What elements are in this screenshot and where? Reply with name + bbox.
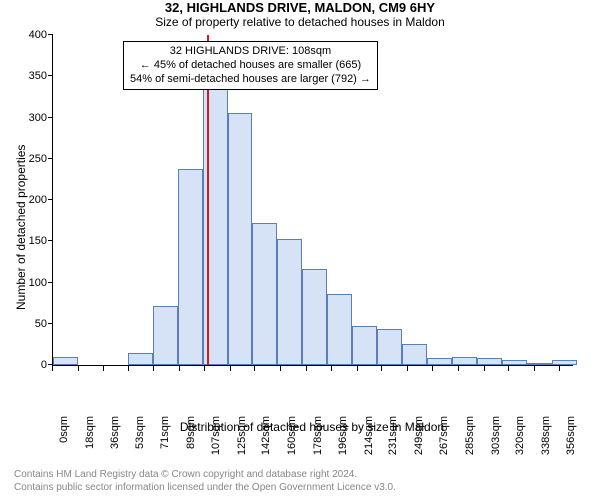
histogram-bar — [53, 357, 78, 365]
chart-container: 32, HIGHLANDS DRIVE, MALDON, CM9 6HY Siz… — [0, 0, 600, 500]
annotation-line: 54% of semi-detached houses are larger (… — [130, 73, 371, 87]
x-tick-mark — [78, 366, 79, 371]
histogram-bar — [228, 113, 253, 365]
x-tick-mark — [52, 366, 53, 371]
x-tick-mark — [306, 366, 307, 371]
x-tick-mark — [230, 366, 231, 371]
x-tick-mark — [381, 366, 382, 371]
plot-wrap: 05010015020025030035040032 HIGHLANDS DRI… — [52, 35, 600, 416]
histogram-bar — [427, 358, 452, 365]
x-tick-label: 178sqm — [310, 416, 324, 455]
x-tick-mark — [407, 366, 408, 371]
histogram-bar — [527, 363, 552, 365]
x-tick-label: 249sqm — [411, 416, 425, 455]
histogram-bar — [402, 344, 427, 365]
histogram-plot: 05010015020025030035040032 HIGHLANDS DRI… — [52, 35, 573, 366]
x-tick-label: 320sqm — [512, 416, 526, 455]
y-tick-mark — [48, 117, 53, 118]
histogram-bar — [277, 239, 302, 365]
histogram-bar — [502, 360, 527, 365]
x-tick-label: 231sqm — [385, 416, 399, 455]
y-tick-mark — [48, 282, 53, 283]
x-tick-mark — [534, 366, 535, 371]
x-tick-mark — [254, 366, 255, 371]
x-tick-mark — [280, 366, 281, 371]
x-tick-label: 356sqm — [563, 416, 577, 455]
annotation-line: ← 45% of detached houses are smaller (66… — [130, 59, 371, 73]
annotation-box: 32 HIGHLANDS DRIVE: 108sqm← 45% of detac… — [123, 41, 378, 90]
x-tick-label: 107sqm — [208, 416, 222, 455]
annotation-line: 32 HIGHLANDS DRIVE: 108sqm — [130, 45, 371, 59]
y-tick-label: 100 — [29, 277, 53, 289]
y-tick-mark — [48, 240, 53, 241]
y-tick-mark — [48, 323, 53, 324]
x-tick-label: 71sqm — [157, 416, 171, 449]
page-title: 32, HIGHLANDS DRIVE, MALDON, CM9 6HY — [0, 0, 600, 15]
x-tick-label: 267sqm — [436, 416, 450, 455]
x-tick-label: 196sqm — [335, 416, 349, 455]
x-tick-mark — [458, 366, 459, 371]
y-tick-mark — [48, 158, 53, 159]
x-tick-label: 214sqm — [361, 416, 375, 455]
y-tick-label: 150 — [29, 235, 53, 247]
y-tick-label: 300 — [29, 112, 53, 124]
x-tick-label: 53sqm — [132, 416, 146, 449]
x-tick-label: 89sqm — [183, 416, 197, 449]
y-tick-label: 50 — [35, 318, 53, 330]
x-tick-label: 303sqm — [488, 416, 502, 455]
histogram-bar — [153, 306, 178, 365]
histogram-bar — [552, 360, 577, 365]
x-tick-mark — [331, 366, 332, 371]
x-tick-mark — [103, 366, 104, 371]
y-tick-mark — [48, 199, 53, 200]
x-tick-mark — [559, 366, 560, 371]
y-tick-label: 200 — [29, 194, 53, 206]
footer-line2: Contains public sector information licen… — [14, 481, 396, 494]
y-tick-label: 250 — [29, 153, 53, 165]
y-tick-label: 400 — [29, 29, 53, 41]
footer-line1: Contains HM Land Registry data © Crown c… — [14, 468, 396, 481]
histogram-bar — [452, 357, 477, 365]
x-tick-label: 160sqm — [284, 416, 298, 455]
x-tick-mark — [153, 366, 154, 371]
x-tick-label: 142sqm — [258, 416, 272, 455]
x-tick-label: 0sqm — [56, 416, 70, 443]
page-subtitle: Size of property relative to detached ho… — [0, 15, 600, 29]
histogram-bar — [128, 353, 153, 365]
x-tick-label: 18sqm — [82, 416, 96, 449]
y-axis-label: Number of detached properties — [14, 145, 28, 310]
x-tick-mark — [484, 366, 485, 371]
y-tick-mark — [48, 75, 53, 76]
x-tick-mark — [357, 366, 358, 371]
x-tick-mark — [128, 366, 129, 371]
x-tick-label: 36sqm — [107, 416, 121, 449]
x-tick-mark — [179, 366, 180, 371]
y-tick-label: 350 — [29, 70, 53, 82]
x-tick-label: 285sqm — [462, 416, 476, 455]
histogram-bar — [252, 223, 277, 365]
histogram-bar — [327, 294, 352, 365]
x-tick-label: 338sqm — [538, 416, 552, 455]
x-tick-label: 125sqm — [234, 416, 248, 455]
histogram-bar — [178, 169, 203, 365]
histogram-bar — [352, 326, 377, 365]
histogram-bar — [477, 358, 502, 365]
histogram-bar — [302, 269, 327, 365]
y-tick-mark — [48, 34, 53, 35]
x-tick-mark — [432, 366, 433, 371]
x-tick-container: 0sqm18sqm36sqm53sqm71sqm89sqm107sqm125sq… — [52, 366, 572, 416]
x-tick-mark — [204, 366, 205, 371]
x-tick-mark — [508, 366, 509, 371]
footer-attribution: Contains HM Land Registry data © Crown c… — [14, 468, 396, 494]
histogram-bar — [377, 329, 402, 365]
